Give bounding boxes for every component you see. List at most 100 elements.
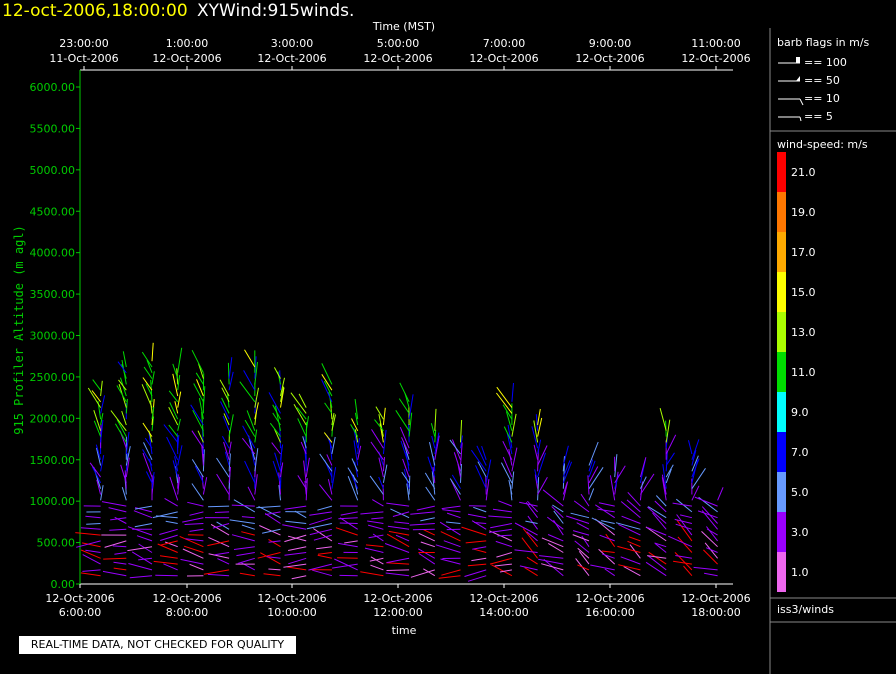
- wind-barb: [133, 510, 153, 519]
- wind-barb: [519, 501, 538, 507]
- wind-barb: [537, 452, 546, 478]
- wind-barb: [627, 540, 641, 548]
- wind-barb: [701, 531, 718, 548]
- wind-barb: [615, 522, 641, 530]
- wind-barb: [425, 486, 436, 501]
- wind-barb: [460, 435, 463, 449]
- wind-barb: [672, 502, 692, 507]
- wind-barb: [324, 402, 333, 414]
- speed-label: 17.0: [791, 246, 816, 259]
- wind-barb: [193, 383, 204, 403]
- wind-barb: [112, 545, 127, 548]
- wind-barb: [449, 439, 461, 455]
- wind-barb: [109, 528, 127, 531]
- wind-barb: [511, 382, 514, 402]
- wind-barb: [164, 497, 178, 507]
- wind-barb: [639, 457, 647, 478]
- wind-barb: [507, 424, 513, 449]
- wind-barb: [385, 572, 410, 577]
- wind-barb: [231, 504, 255, 507]
- wind-barb: [401, 471, 410, 484]
- wind-barb: [278, 472, 281, 495]
- speed-color-swatch: [777, 352, 786, 392]
- wind-barb: [471, 557, 487, 562]
- wind-barb: [652, 512, 667, 530]
- wind-barb: [120, 464, 127, 484]
- wind-barb: [279, 427, 281, 449]
- wind-barb: [216, 473, 230, 495]
- wind-barb: [693, 566, 718, 571]
- speed-color-swatch: [777, 472, 786, 512]
- wind-barb: [590, 564, 615, 571]
- wind-barb: [189, 528, 204, 532]
- wind-barb: [675, 555, 692, 559]
- speed-color-swatch: [777, 152, 786, 192]
- top-tick-time: 5:00:00: [377, 37, 419, 50]
- wind-barb: [533, 444, 539, 460]
- wind-barb: [256, 505, 281, 509]
- wind-barb: [372, 533, 384, 542]
- wind-barb: [627, 491, 641, 507]
- wind-barb: [221, 435, 230, 449]
- wind-barb: [142, 422, 153, 437]
- wind-barb: [378, 457, 384, 478]
- wind-barb: [207, 573, 230, 577]
- wind-barb: [595, 504, 615, 519]
- wind-barb: [496, 552, 513, 558]
- wind-barb: [424, 472, 436, 489]
- wind-barb: [254, 387, 259, 408]
- wind-barb: [228, 414, 234, 437]
- wind-barb: [202, 386, 206, 408]
- wind-barb: [395, 534, 410, 542]
- wind-barb: [646, 526, 667, 536]
- wind-barb: [475, 465, 487, 489]
- wind-barb: [125, 446, 131, 466]
- wind-barb: [408, 475, 411, 495]
- wind-barb: [305, 478, 308, 501]
- wind-barb: [574, 540, 590, 553]
- wind-barb: [145, 383, 153, 397]
- wind-barb: [91, 390, 101, 403]
- wind-barb: [331, 414, 336, 431]
- wind-barb: [386, 562, 410, 565]
- y-axis-label: 915 Profiler Altitude (m agl): [12, 225, 26, 435]
- wind-barb: [403, 442, 410, 460]
- x-tick-date: 12-Oct-2006: [575, 592, 644, 605]
- wind-barb: [588, 467, 604, 489]
- wind-barb: [604, 568, 615, 577]
- wind-barb: [477, 461, 487, 478]
- wind-barb: [691, 439, 700, 460]
- speed-label: 21.0: [791, 166, 816, 179]
- wind-barb: [85, 549, 101, 553]
- wind-barb: [269, 422, 281, 437]
- wind-barb: [309, 517, 333, 526]
- wind-barb: [91, 466, 102, 484]
- wind-barb: [223, 441, 230, 460]
- wind-barb: [588, 488, 595, 501]
- wind-barb: [271, 442, 281, 455]
- wind-barb: [580, 493, 590, 507]
- wind-barb: [473, 506, 487, 513]
- wind-barb: [198, 398, 204, 420]
- wind-barb: [80, 549, 101, 559]
- wind-barb: [442, 509, 461, 513]
- wind-barb: [614, 465, 626, 484]
- wind-barb: [524, 567, 538, 577]
- wind-barb: [280, 387, 285, 408]
- wind-barb: [489, 528, 512, 533]
- wind-barb: [435, 544, 461, 553]
- wind-barb: [485, 459, 492, 483]
- wind-barb: [214, 511, 230, 513]
- wind-barb: [623, 566, 641, 577]
- wind-barb: [228, 357, 233, 379]
- wind-barb: [502, 440, 513, 461]
- wind-barb: [588, 441, 599, 466]
- wind-barb: [241, 524, 255, 530]
- wind-barb: [100, 395, 106, 414]
- top-tick-date: 12-Oct-2006: [257, 52, 326, 65]
- wind-barb: [548, 542, 564, 553]
- y-tick-label: 1500.00: [30, 454, 76, 467]
- wind-barb: [168, 390, 179, 403]
- wind-barb: [490, 523, 512, 529]
- wind-barb: [494, 563, 512, 567]
